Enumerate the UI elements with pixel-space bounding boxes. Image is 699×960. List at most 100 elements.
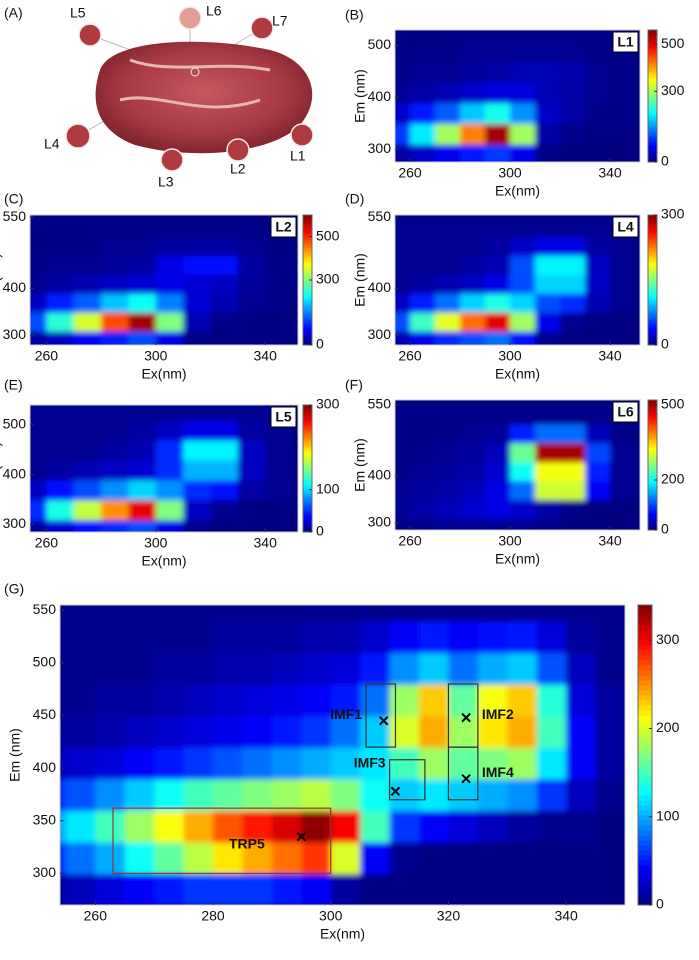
colorbar-segment <box>303 249 312 253</box>
heat-cell <box>566 873 597 905</box>
heat-cell <box>485 480 511 501</box>
heat-cell <box>566 652 597 685</box>
heat-cell <box>301 652 332 685</box>
heat-cell <box>435 499 461 519</box>
heat-cell <box>210 236 239 256</box>
colorbar-segment <box>648 228 657 231</box>
colorbar-segment <box>303 256 312 259</box>
heat-cell <box>237 405 266 421</box>
heat-cell <box>395 255 411 275</box>
heat-cell <box>237 419 266 441</box>
colorbar-segment <box>638 745 652 751</box>
heat-cell <box>585 461 611 482</box>
heat-cell <box>73 405 102 421</box>
colorbar-segment <box>303 232 312 235</box>
location-label: L3 <box>158 174 174 190</box>
heat-cell <box>435 274 461 294</box>
colorbar-segment <box>648 314 657 318</box>
colorbar-segment <box>303 288 312 292</box>
heat-cell <box>535 81 561 104</box>
colorbar-segment <box>303 254 312 257</box>
heat-cell <box>60 747 67 780</box>
heat-cell <box>360 620 391 654</box>
heat-cell <box>360 747 391 780</box>
colorbar-segment <box>648 78 657 82</box>
colorbar-segment <box>648 113 657 117</box>
heat-cell <box>154 778 185 812</box>
colorbar-segment <box>303 419 312 423</box>
colorbar-segment <box>648 445 657 449</box>
colorbar-segment <box>303 438 312 442</box>
colorbar-segment <box>303 245 312 248</box>
heat-cell <box>101 293 130 313</box>
colorbar-segment <box>303 316 312 320</box>
annotation-marker <box>461 773 471 784</box>
colorbar-segment <box>303 271 312 274</box>
heat-cell <box>410 255 436 275</box>
inset-label-box <box>270 216 297 238</box>
x-tick-label: 340 <box>254 348 278 364</box>
colorbar-segment <box>648 303 657 307</box>
colorbar-frame <box>647 214 658 346</box>
heat-cell <box>395 143 411 162</box>
colorbar-tick-label: 300 <box>316 271 340 287</box>
colorbar-segment <box>638 785 652 791</box>
colorbar-segment <box>303 474 312 478</box>
heat-cell <box>560 442 586 463</box>
heat-cell <box>535 442 561 463</box>
colorbar-segment <box>648 334 657 337</box>
heat-cell <box>485 143 511 162</box>
colorbar-segment <box>648 423 657 427</box>
heat-cell <box>536 841 567 875</box>
colorbar-segment <box>648 249 657 253</box>
heat-cell <box>410 461 436 482</box>
heat-cell <box>510 61 536 83</box>
heat-cell <box>510 518 536 530</box>
y-tick-label: 500 <box>3 416 27 432</box>
heat-cell <box>124 652 155 685</box>
heat-cell <box>485 81 511 104</box>
colorbar-segment <box>303 432 312 436</box>
heat-cell <box>183 605 214 622</box>
heat-cell <box>301 620 332 654</box>
heat-cell <box>460 123 486 145</box>
colorbar-segment <box>648 251 657 255</box>
colorbar-segment <box>648 486 657 490</box>
heat-cell <box>128 274 157 294</box>
colorbar-segment <box>648 400 657 403</box>
heat-cell <box>46 274 75 294</box>
heat-cell <box>485 274 511 294</box>
colorbar-segment <box>648 260 657 264</box>
colorbar-segment <box>303 295 312 298</box>
colorbar-segment <box>648 133 657 137</box>
y-tick-label: 400 <box>3 465 27 481</box>
heat-cell <box>485 423 511 444</box>
heat-cell <box>95 747 126 780</box>
heat-cell <box>510 480 536 501</box>
y-axis-label: Em (nm) <box>0 253 3 307</box>
heat-cell <box>242 778 273 812</box>
colorbar-segment <box>648 465 657 468</box>
colorbar-segment <box>303 260 312 264</box>
colorbar-segment <box>648 523 657 527</box>
heat-cell <box>73 499 102 521</box>
heat-cell <box>560 30 586 42</box>
colorbar-segment <box>303 258 312 261</box>
colorbar-segment <box>648 482 657 485</box>
colorbar-segment <box>648 85 657 88</box>
heat-cell <box>213 652 244 685</box>
heat-cell <box>124 747 155 780</box>
x-tick-label: 260 <box>84 908 108 924</box>
heat-cell <box>46 519 75 532</box>
heat-cell <box>510 40 536 62</box>
colorbar-segment <box>648 436 657 440</box>
heat-cell <box>460 30 486 42</box>
heat-cell <box>610 311 636 332</box>
colorbar-segment <box>303 512 312 516</box>
colorbar-segment <box>303 457 312 461</box>
inset-label: L2 <box>275 219 292 235</box>
chart-panel: (C) 260 300 340 300 400 550 Ex(nm) Em (nm) L2 0 300… <box>0 191 340 382</box>
heat-cell <box>183 841 214 875</box>
heat-cell <box>610 61 636 83</box>
heat-cell <box>610 518 636 530</box>
